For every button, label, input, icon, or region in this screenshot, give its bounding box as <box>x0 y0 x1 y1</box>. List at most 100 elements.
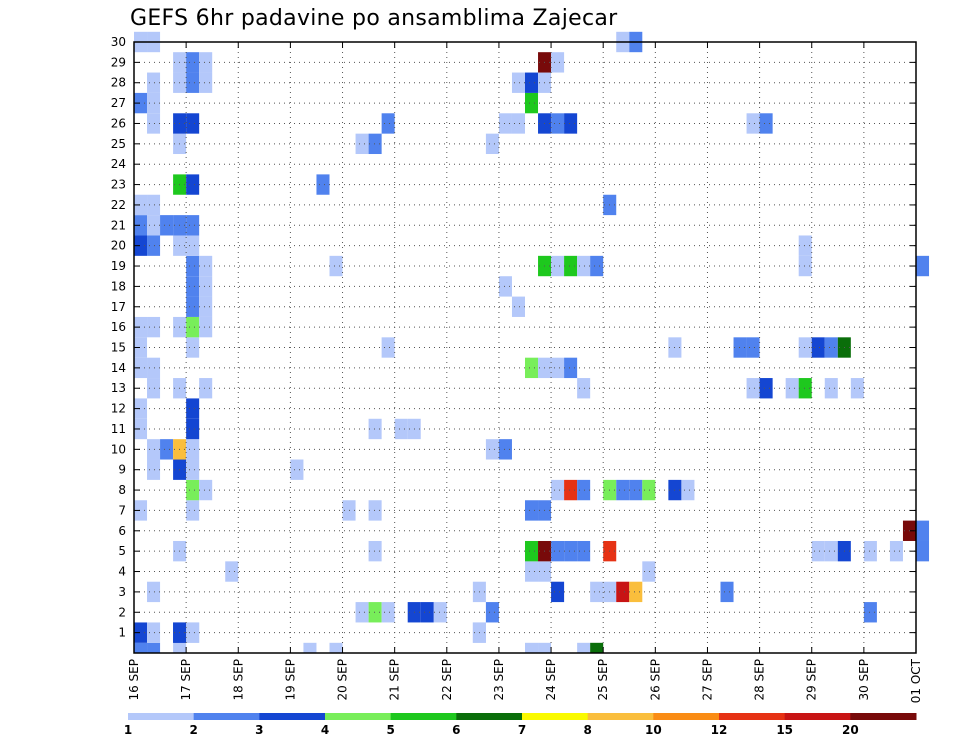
colorbar-label: 5 <box>386 723 394 737</box>
heatmap-cell <box>759 113 773 134</box>
y-tick-label: 30 <box>111 35 126 49</box>
y-tick-label: 6 <box>118 524 126 538</box>
y-tick-label: 8 <box>118 483 126 497</box>
x-tick-label: 26 SEP <box>648 659 662 701</box>
x-tick-label: 17 SEP <box>179 659 193 701</box>
heatmap-cell <box>186 276 200 297</box>
heatmap-cell <box>525 561 539 582</box>
heatmap-cell <box>525 92 539 114</box>
heatmap-cell <box>511 113 525 134</box>
heatmap-cell <box>511 296 525 317</box>
heatmap-cell <box>147 215 161 236</box>
x-tick-label: 21 SEP <box>388 659 402 701</box>
colorbar-swatch <box>128 713 195 720</box>
heatmap-cell <box>525 642 539 653</box>
heatmap-cell <box>498 439 512 460</box>
heatmap-cell <box>433 602 447 623</box>
heatmap-cell <box>525 500 539 521</box>
heatmap-cell <box>199 255 213 277</box>
colorbar-label: 1 <box>124 723 132 737</box>
y-tick-label: 4 <box>118 565 126 579</box>
heatmap-cell <box>134 418 148 440</box>
heatmap-cell <box>303 642 317 653</box>
colorbar-swatch <box>719 713 786 720</box>
heatmap-cell <box>577 378 591 399</box>
heatmap-cell <box>368 540 382 562</box>
y-tick-label: 14 <box>111 361 126 375</box>
heatmap-cell <box>199 479 213 501</box>
heatmap-cell <box>525 357 539 379</box>
heatmap-cell <box>811 540 825 562</box>
x-tick-label: 23 SEP <box>492 659 506 701</box>
y-tick-label: 22 <box>111 198 126 212</box>
heatmap-cell <box>551 581 565 603</box>
heatmap-cell <box>147 439 161 460</box>
colorbar-label: 8 <box>583 723 591 737</box>
y-tick-label: 16 <box>111 320 126 334</box>
colorbar-swatch <box>522 713 589 720</box>
colorbar-label: 15 <box>776 723 793 737</box>
heatmap-cell <box>355 602 369 623</box>
y-tick-label: 20 <box>111 239 126 253</box>
heatmap-cell <box>290 459 304 480</box>
x-tick-label: 30 SEP <box>857 659 871 701</box>
heatmap-cell <box>798 337 812 358</box>
x-tick-label: 24 SEP <box>544 659 558 701</box>
heatmap-cell <box>564 113 578 134</box>
grid-lines <box>134 41 916 653</box>
heatmap-cell <box>186 316 200 338</box>
heatmap-cell <box>199 72 213 93</box>
heatmap-cell <box>577 255 591 277</box>
heatmap-cell <box>798 255 812 277</box>
y-tick-label: 11 <box>111 422 126 436</box>
heatmap-cell <box>225 561 239 582</box>
y-tick-label: 1 <box>118 626 126 640</box>
heatmap-cell <box>186 215 200 236</box>
heatmap-cell <box>551 113 565 134</box>
x-tick-label: 20 SEP <box>336 659 350 701</box>
heatmap-cell <box>186 174 200 195</box>
heatmap-cell <box>147 72 161 93</box>
heatmap-cell <box>551 52 565 73</box>
heatmap-cell <box>147 92 161 114</box>
heatmap-cell <box>916 255 930 277</box>
heatmap-cell <box>381 602 395 623</box>
heatmap-cell <box>134 316 148 338</box>
heatmap-cell <box>199 52 213 73</box>
heatmap-cell <box>577 642 591 653</box>
heatmap-cell <box>889 540 903 562</box>
heatmap-cell <box>186 479 200 501</box>
heatmap-cell <box>186 337 200 358</box>
heatmap-cell <box>186 235 200 256</box>
y-tick-label: 17 <box>111 300 126 314</box>
heatmap-cell <box>746 113 760 134</box>
heatmap-cell <box>355 133 369 155</box>
colorbar-swatch <box>325 713 392 720</box>
heatmap-cell <box>590 581 604 603</box>
y-tick-label: 26 <box>111 116 126 130</box>
x-tick-label: 01 OCT <box>909 658 923 703</box>
heatmap-cell <box>199 316 213 338</box>
heatmap-cell <box>498 113 512 134</box>
heatmap-cell <box>147 581 161 603</box>
heatmap-cell <box>811 337 825 358</box>
heatmap-cell <box>916 520 930 541</box>
y-tick-label: 18 <box>111 279 126 293</box>
y-tick-label: 5 <box>118 544 126 558</box>
colorbar-swatch <box>456 713 523 720</box>
heatmap-cell <box>147 622 161 643</box>
heatmap-cell <box>368 500 382 521</box>
heatmap-cell <box>134 92 148 114</box>
heatmap-cell <box>394 418 408 440</box>
y-axis: 1234567891011121314151617181920212223242… <box>111 35 916 640</box>
heatmap-cell <box>577 479 591 501</box>
heatmap-cell <box>551 479 565 501</box>
heatmap-cell <box>186 113 200 134</box>
x-tick-label: 19 SEP <box>283 659 297 701</box>
y-tick-label: 19 <box>111 259 126 273</box>
heatmap-cell <box>147 194 161 216</box>
colorbar-swatch <box>653 713 720 720</box>
heatmap-cell <box>368 418 382 440</box>
y-tick-label: 9 <box>118 463 126 477</box>
